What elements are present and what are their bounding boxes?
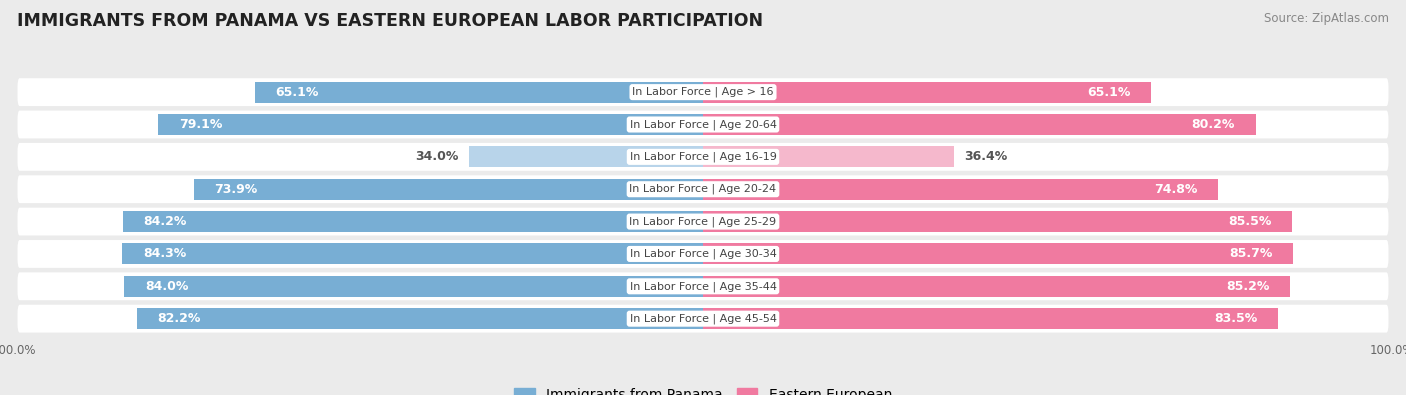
Bar: [703, 243, 1294, 265]
Text: 84.0%: 84.0%: [145, 280, 188, 293]
FancyBboxPatch shape: [17, 273, 1389, 300]
Text: 79.1%: 79.1%: [179, 118, 222, 131]
Text: 85.7%: 85.7%: [1229, 247, 1272, 260]
Bar: [124, 276, 703, 297]
Text: In Labor Force | Age 35-44: In Labor Force | Age 35-44: [630, 281, 776, 292]
Text: In Labor Force | Age 20-24: In Labor Force | Age 20-24: [630, 184, 776, 194]
Bar: [157, 114, 703, 135]
FancyBboxPatch shape: [17, 175, 1389, 203]
Bar: [703, 179, 1219, 200]
Bar: [703, 146, 953, 167]
FancyBboxPatch shape: [17, 305, 1389, 333]
Text: IMMIGRANTS FROM PANAMA VS EASTERN EUROPEAN LABOR PARTICIPATION: IMMIGRANTS FROM PANAMA VS EASTERN EUROPE…: [17, 12, 763, 30]
Legend: Immigrants from Panama, Eastern European: Immigrants from Panama, Eastern European: [509, 383, 897, 395]
Bar: [703, 211, 1292, 232]
Bar: [122, 243, 703, 265]
Text: 84.3%: 84.3%: [143, 247, 186, 260]
Bar: [136, 308, 703, 329]
Text: In Labor Force | Age 30-34: In Labor Force | Age 30-34: [630, 249, 776, 259]
Text: In Labor Force | Age 20-64: In Labor Force | Age 20-64: [630, 119, 776, 130]
Text: Source: ZipAtlas.com: Source: ZipAtlas.com: [1264, 12, 1389, 25]
FancyBboxPatch shape: [17, 78, 1389, 106]
Bar: [703, 308, 1278, 329]
Bar: [468, 146, 703, 167]
Text: In Labor Force | Age 16-19: In Labor Force | Age 16-19: [630, 152, 776, 162]
Text: 82.2%: 82.2%: [157, 312, 201, 325]
Text: 85.2%: 85.2%: [1226, 280, 1270, 293]
Text: 36.4%: 36.4%: [965, 150, 1007, 164]
Text: 73.9%: 73.9%: [215, 183, 257, 196]
FancyBboxPatch shape: [17, 111, 1389, 138]
Text: 80.2%: 80.2%: [1191, 118, 1234, 131]
Text: 65.1%: 65.1%: [1087, 86, 1130, 99]
Bar: [122, 211, 703, 232]
FancyBboxPatch shape: [17, 208, 1389, 235]
Text: In Labor Force | Age 25-29: In Labor Force | Age 25-29: [630, 216, 776, 227]
Bar: [703, 276, 1289, 297]
Bar: [703, 114, 1256, 135]
FancyBboxPatch shape: [17, 240, 1389, 268]
Text: 65.1%: 65.1%: [276, 86, 319, 99]
Text: 74.8%: 74.8%: [1154, 183, 1198, 196]
Text: In Labor Force | Age > 16: In Labor Force | Age > 16: [633, 87, 773, 98]
FancyBboxPatch shape: [17, 143, 1389, 171]
Bar: [703, 82, 1152, 103]
Text: 83.5%: 83.5%: [1215, 312, 1257, 325]
Text: 84.2%: 84.2%: [143, 215, 187, 228]
Text: In Labor Force | Age 45-54: In Labor Force | Age 45-54: [630, 313, 776, 324]
Bar: [194, 179, 703, 200]
Bar: [254, 82, 703, 103]
Text: 85.5%: 85.5%: [1227, 215, 1271, 228]
Text: 34.0%: 34.0%: [415, 150, 458, 164]
